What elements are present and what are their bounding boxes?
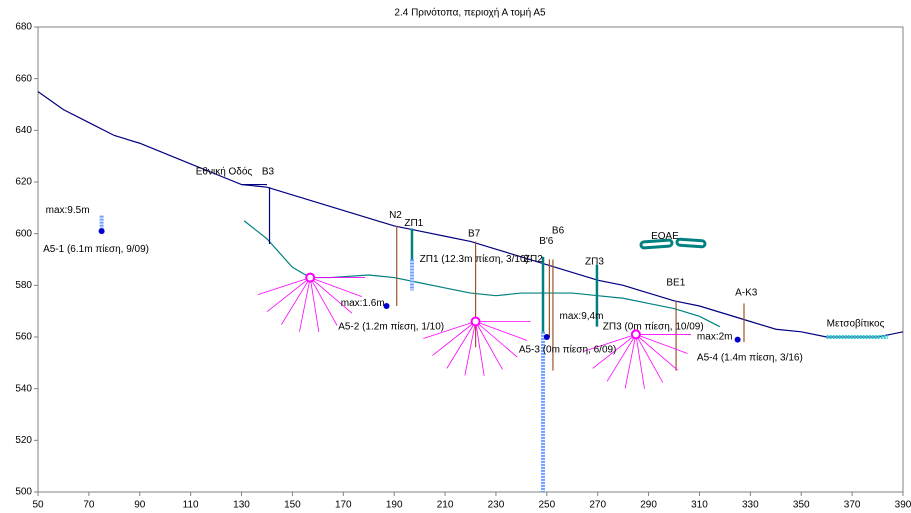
x-tick-label: 270 [589,500,606,511]
y-tick-label: 660 [15,73,32,84]
ray [423,321,476,339]
plot-area [37,26,904,493]
annotation: Μετσοβίτικος [827,318,885,330]
series-line [37,91,904,338]
x-tick-label: 70 [83,500,95,511]
annotation: ΖΠ2 [524,254,543,265]
x-tick-label: 90 [134,500,146,511]
ray [635,334,645,389]
rosette [305,272,316,283]
x-tick-label: 310 [691,500,708,511]
ray [475,321,528,341]
ray [257,277,311,295]
annotation: ΖΠ3 [585,257,604,268]
y-tick-label: 580 [15,280,32,291]
ray [606,334,637,382]
ray [281,277,311,325]
rosette [630,329,641,340]
x-tick-label: 110 [183,500,199,511]
annotation: Ν2 [389,210,402,221]
point [734,336,741,343]
ray [266,277,311,312]
x-tick-label: 370 [844,500,861,511]
x-tick-label: 250 [538,500,555,511]
y-tick-label: 640 [15,125,32,136]
x-tick-label: 130 [233,500,250,511]
x-tick-label: 170 [335,500,352,511]
annotation: max:9.5m [46,205,90,216]
annotation: Α5-2 (1.2m πίεση, 1/10) [338,320,444,332]
y-tick-label: 560 [15,332,32,343]
x-tick-label: 290 [640,500,657,511]
x-tick-label: 230 [488,500,505,511]
annotation: Β'6 [539,236,554,247]
point [98,228,105,235]
annotation: ΖΠ1 (12.3m πίεση, 3/10) [420,253,529,265]
ray [309,277,338,326]
annotation: Α5-3 (0m πίεση, 6/09) [519,344,617,356]
x-tick-label: 390 [895,500,911,511]
annotation: ΕΟΑΕ [651,231,679,242]
x-tick-label: 190 [386,500,403,511]
structure [639,238,674,250]
y-tick-label: 500 [15,487,32,498]
y-tick-label: 520 [15,435,32,446]
ray [624,334,637,389]
ray [583,334,636,352]
ray [475,321,503,370]
ray [592,334,637,369]
ray [310,277,362,297]
rosette [470,316,481,327]
annotation: ΖΠ3 (0m πίεση, 10/09) [603,320,704,332]
ray [309,277,320,332]
x-tick-label: 350 [793,500,810,511]
annotation: ΒΕ1 [666,277,685,288]
annotation: Β6 [552,226,565,237]
x-tick-label: 210 [437,500,454,511]
structure [675,237,707,249]
ray [635,334,664,383]
x-tick-label: 150 [284,500,301,511]
chart-title: 2.4 Πρινότοπα, περιοχή Α τομή Α5 [394,7,546,19]
annotation: Α-Κ3 [735,288,758,299]
point [543,334,550,340]
y-tick-label: 680 [15,22,32,33]
ray [635,334,678,371]
ray [432,321,476,356]
annotation: Β3 [262,166,275,177]
annotation: max:2m [697,332,733,343]
annotation: max:1.6m [341,298,385,309]
y-tick-label: 600 [15,228,32,239]
y-tick-label: 620 [15,177,32,188]
x-tick-label: 330 [742,500,759,511]
annotation: Α5-1 (6.1m πίεση, 9/09) [43,243,149,255]
ray [446,321,476,369]
annotation: Α5-4 (1.4m πίεση, 3/16) [697,351,803,363]
ray [309,277,353,314]
ray [475,321,485,376]
point [383,303,390,309]
ray [464,321,476,376]
ray [635,334,688,354]
annotation: Εθνική Οδός [196,165,253,177]
annotation: Β7 [468,228,481,239]
annotation: ΖΠ1 [404,218,423,229]
x-tick-label: 50 [32,500,44,511]
y-tick-label: 540 [15,383,32,394]
ray [299,277,311,332]
ray [475,321,518,358]
annotation: max:9,4m [560,311,604,322]
